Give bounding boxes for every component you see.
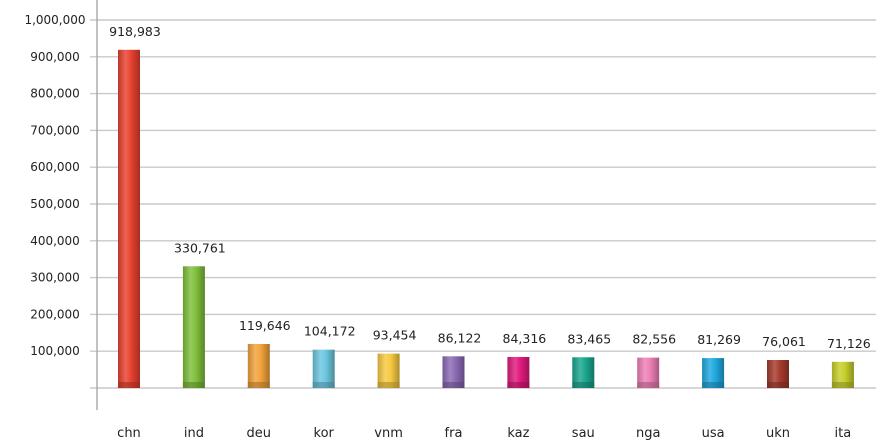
data-label-kor: 104,172 (304, 324, 356, 339)
category-label-nga: nga (636, 426, 660, 441)
bar-base-chn (118, 382, 140, 388)
bar-sau (572, 357, 595, 388)
bar-base-sau (572, 382, 595, 388)
y-tick-label: 1,000,000 (24, 13, 85, 27)
bar-base-vnm (377, 382, 400, 388)
data-label-ukn: 76,061 (762, 334, 806, 349)
bar-base-ukn (767, 382, 789, 388)
bar-base-fra (442, 382, 465, 388)
category-label-ukn: ukn (766, 426, 790, 441)
bar-kor (312, 349, 335, 388)
bar-fra (442, 356, 465, 388)
category-label-deu: deu (247, 426, 272, 441)
x-axis-labels: chn ind deu kor vnm fra kaz sau nga usa ukn ita (117, 426, 851, 441)
category-label-sau: sau (572, 426, 595, 441)
bar-base-kaz (507, 382, 530, 388)
category-label-vnm: vnm (374, 426, 403, 441)
data-labels: 918,983 330,761 119,646 104,172 93,454 86,122… (109, 24, 871, 351)
category-label-chn: chn (117, 426, 141, 441)
bar-vnm (377, 353, 400, 388)
bar-base-ind (182, 382, 205, 388)
y-tick-label: 800,000 (30, 87, 80, 101)
data-label-fra: 86,122 (438, 330, 482, 345)
y-tick-label: 100,000 (30, 344, 80, 358)
category-label-ita: ita (835, 426, 852, 441)
bar-nga (637, 357, 660, 388)
category-label-kor: kor (314, 426, 335, 441)
bar-usa (702, 358, 725, 388)
category-label-fra: fra (445, 426, 463, 441)
bars (118, 49, 854, 388)
bar-ukn (767, 360, 789, 388)
category-label-usa: usa (702, 426, 725, 441)
bar-ita (831, 361, 854, 388)
data-label-usa: 81,269 (697, 332, 741, 347)
bar-chn (118, 49, 140, 388)
category-label-ind: ind (184, 426, 204, 441)
y-axis-ticks: 100,000 200,000 300,000 400,000 500,000 600,0… (24, 13, 85, 358)
bar-base-deu (247, 382, 270, 388)
bar-kaz (507, 356, 530, 388)
data-label-nga: 82,556 (632, 332, 676, 347)
grid-lines (90, 19, 876, 389)
data-label-ita: 71,126 (827, 336, 871, 351)
data-label-vnm: 93,454 (373, 328, 417, 343)
y-tick-label: 400,000 (30, 234, 80, 248)
bar-base-kor (312, 382, 335, 388)
data-label-sau: 83,465 (567, 331, 611, 346)
bar-base-nga (637, 382, 660, 388)
bar-base-ita (831, 382, 854, 388)
data-label-deu: 119,646 (239, 318, 291, 333)
y-tick-label: 600,000 (30, 160, 80, 174)
y-tick-label: 200,000 (30, 307, 80, 321)
y-tick-label: 900,000 (30, 50, 80, 64)
category-label-kaz: kaz (507, 426, 529, 441)
bar-deu (247, 343, 270, 388)
data-label-chn: 918,983 (109, 24, 161, 39)
y-tick-label: 700,000 (30, 123, 80, 137)
y-tick-label: 300,000 (30, 271, 80, 285)
y-tick-label: 500,000 (30, 197, 80, 211)
bar-ind (182, 266, 205, 388)
data-label-kaz: 84,316 (503, 331, 547, 346)
bar-base-usa (702, 382, 725, 388)
data-label-ind: 330,761 (174, 240, 226, 255)
